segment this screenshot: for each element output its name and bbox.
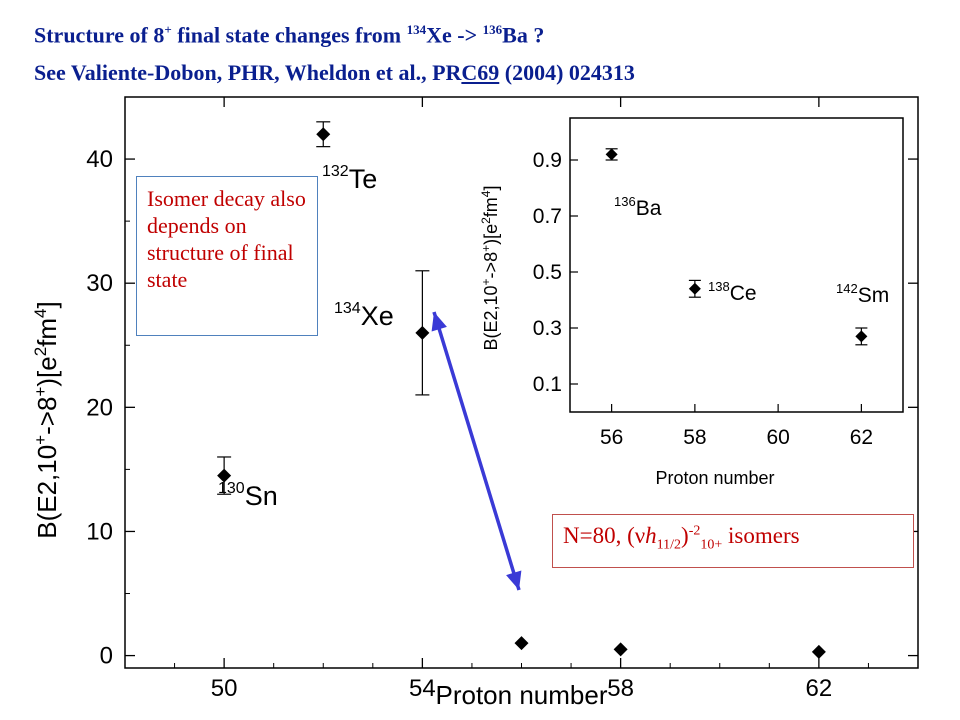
x-tick-label: 58 xyxy=(607,675,634,702)
data-point xyxy=(514,636,529,651)
y-tick-label: 10 xyxy=(86,518,113,545)
y-tick-label: 40 xyxy=(86,146,113,173)
isomer-decay-note: Isomer decay also depends on structure o… xyxy=(136,176,318,336)
data-point xyxy=(415,325,430,340)
inset-x-tick-label: 62 xyxy=(850,426,873,449)
arrowhead-end xyxy=(506,570,522,590)
inset-y-axis-label: B(E2,10+->8+)[e2fm4] xyxy=(479,185,501,350)
x-tick-label: 50 xyxy=(211,675,238,702)
data-point xyxy=(811,644,826,659)
data-point xyxy=(613,642,628,657)
y-axis-label: B(E2,10+->8+)[e2fm4] xyxy=(31,301,62,539)
point-label: 132Te xyxy=(322,163,377,194)
inset-data-point xyxy=(855,330,868,343)
x-tick-label: 62 xyxy=(806,675,833,702)
x-axis-label: Proton number xyxy=(436,680,608,710)
inset-x-tick-label: 58 xyxy=(683,426,706,449)
inset-y-tick-label: 0.1 xyxy=(533,373,562,396)
inset-chart: 56 58 60 62 0.1 0.3 0.5 0.7 0.9 Proton number B(E2… xyxy=(479,117,904,488)
inset-point-label: 138Ce xyxy=(708,279,757,305)
arrowhead-start xyxy=(431,312,447,332)
inset-point-label: 142Sm xyxy=(836,281,889,307)
inset-x-tick-label: 56 xyxy=(600,426,623,449)
inset-frame xyxy=(569,117,904,413)
y-tick-label: 0 xyxy=(100,643,113,670)
data-point xyxy=(316,127,331,142)
point-label: 134Xe xyxy=(334,300,394,331)
double-arrow-line xyxy=(432,311,521,591)
isomers-note: N=80, (νh11/2)-210+ isomers xyxy=(552,514,914,568)
point-label: 130Sn xyxy=(218,480,278,511)
main-chart: 50 54 58 62 0 10 20 30 40 Proton number B(E2,10+->… xyxy=(31,96,919,710)
title-line-1: Structure of 8+ final state changes from… xyxy=(34,22,545,48)
inset-x-tick-label: 60 xyxy=(766,426,789,449)
inset-x-axis-label: Proton number xyxy=(655,468,774,488)
inset-y-tick-label: 0.9 xyxy=(533,149,562,172)
inset-y-tick-label: 0.3 xyxy=(533,317,562,340)
inset-y-tick-label: 0.5 xyxy=(533,261,562,284)
title-line-2: See Valiente-Dobon, PHR, Wheldon et al.,… xyxy=(34,60,635,85)
inset-point-label: 136Ba xyxy=(614,194,662,220)
y-tick-label: 20 xyxy=(86,394,113,421)
inset-y-tick-label: 0.7 xyxy=(533,205,562,228)
y-tick-label: 30 xyxy=(86,270,113,297)
inset-data-point xyxy=(605,148,618,161)
data-point xyxy=(217,468,232,483)
x-tick-label: 54 xyxy=(409,675,436,702)
inset-data-point xyxy=(688,282,701,295)
